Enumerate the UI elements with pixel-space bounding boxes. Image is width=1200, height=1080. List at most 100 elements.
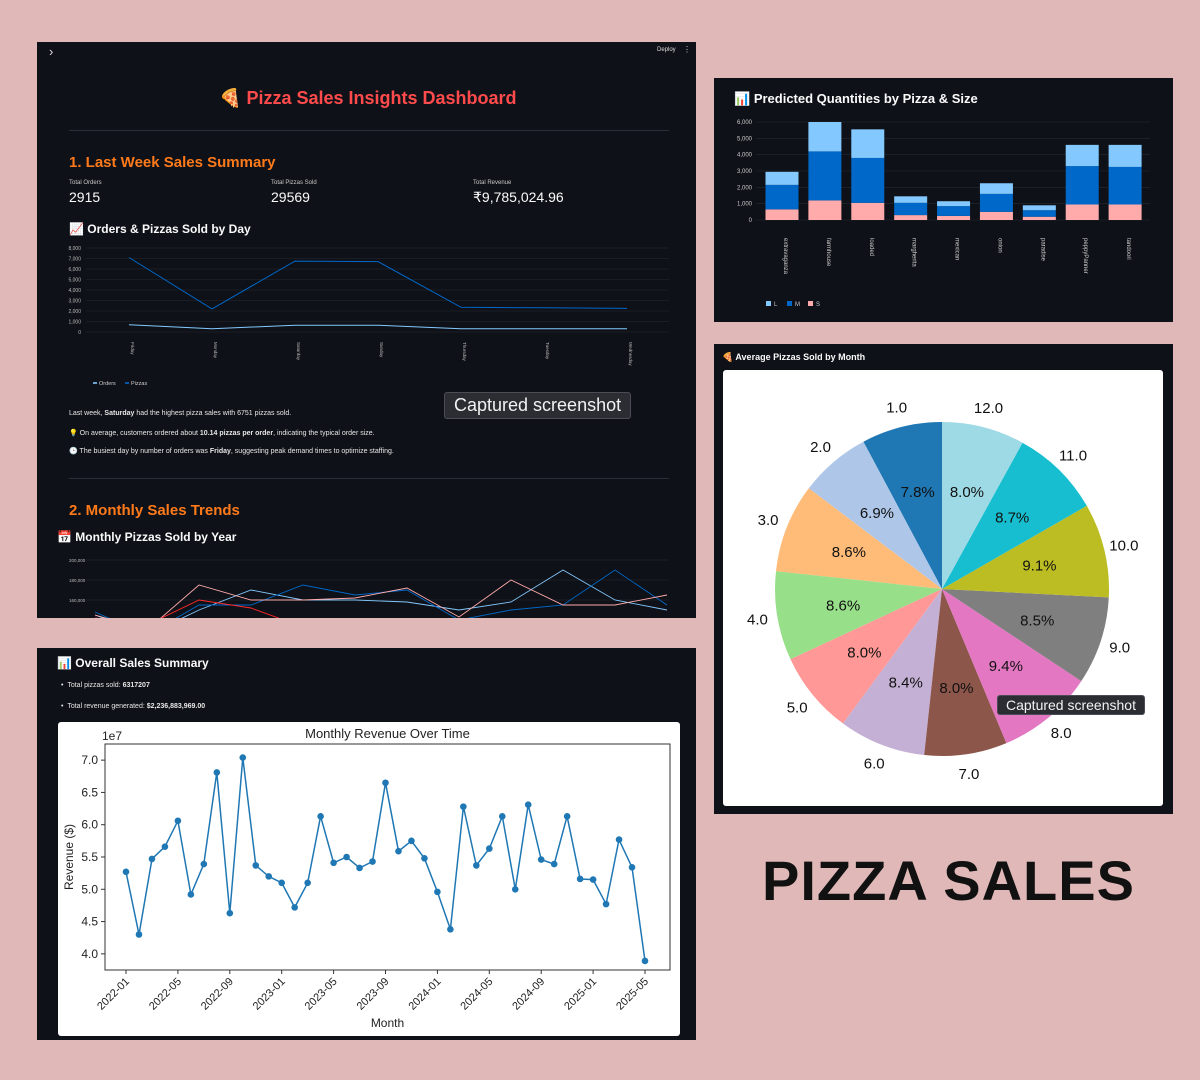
x-tick-label: 2024-01 [406, 976, 443, 1013]
revenue-point [537, 856, 545, 863]
pie-pct-label: 8.0% [939, 680, 973, 697]
bar-S [808, 200, 842, 220]
pie-month-label: 2.0 [810, 439, 831, 456]
y-axis-label: Revenue ($) [62, 824, 76, 890]
revenue-point [265, 873, 273, 880]
metric-label: Total Orders [69, 180, 102, 186]
sidebar-toggle-button[interactable]: › [49, 44, 54, 59]
bar-L [979, 183, 1013, 194]
x-tick-label: 2025-05 [614, 976, 651, 1013]
bar-L [937, 201, 971, 207]
x-tick-label: 2023-05 [303, 976, 340, 1013]
bar-M [894, 202, 928, 216]
bar-M [808, 151, 842, 201]
pie-pct-label: 8.6% [832, 544, 866, 561]
revenue-point [200, 860, 208, 868]
y-tick-label: 1,000 [737, 202, 753, 208]
page-title-text: Pizza Sales Insights Dashboard [246, 88, 517, 108]
bar-S [1108, 204, 1142, 220]
series-line-0 [94, 569, 668, 618]
revenue-point [278, 879, 285, 887]
bar-L [851, 129, 885, 158]
bar-M [1022, 210, 1056, 217]
summary-bullet-pizzas: • Total pizzas sold: 6317207 [61, 682, 150, 689]
revenue-point [187, 891, 195, 898]
y-tick-label: 6.5 [81, 785, 98, 799]
screenshot-caption: Captured screenshot [997, 695, 1145, 715]
y-tick-label: 3,000 [68, 299, 81, 305]
pie-pct-label: 8.5% [1020, 612, 1054, 629]
y-multiplier-label: 1e7 [102, 729, 122, 743]
predicted-stacked-bar-chart: 0 1,000 2,000 3,000 4,000 5,000 6,000 extravaga… [737, 120, 1150, 308]
pie-chart-frame: 7.8% 1.0 6.9% 2.0 8.6% 3.0 8.6% 4.0 8.0% 5.0 8.4% 6… [723, 370, 1163, 806]
x-tick-label: extravaganza [782, 238, 788, 275]
revenue-point [213, 769, 221, 776]
insight-line-1: Last week, Saturday had the highest pizz… [69, 410, 291, 417]
revenue-point [382, 779, 389, 787]
insight-text-post: , suggesting peak demand times to optimi… [230, 448, 394, 455]
revenue-point [408, 837, 415, 845]
legend-swatch [808, 301, 813, 306]
y-tick-label: 4,000 [68, 288, 81, 294]
revenue-point [498, 813, 506, 820]
y-tick-label: 4,000 [737, 153, 753, 159]
predicted-title-text: Predicted Quantities by Pizza & Size [753, 91, 978, 106]
pie-month-label: 7.0 [959, 766, 980, 783]
monthly-line-chart: 100,000120,000140,000160,000180,000200,0… [69, 558, 669, 618]
legend-label: L [774, 302, 778, 308]
predicted-chart-title: 📊 Predicted Quantities by Pizza & Size [734, 91, 978, 107]
revenue-point [628, 864, 636, 871]
pie-month-label: 3.0 [758, 512, 779, 529]
page-title: 🍕 Pizza Sales Insights Dashboard [219, 88, 517, 109]
x-tick-label: 2024-09 [510, 976, 547, 1013]
y-tick-label: 5.5 [81, 850, 98, 864]
insight-text-post: , indicating the typical order size. [273, 430, 375, 437]
revenue-line-chart: Monthly Revenue Over Time 1e7 4.0 4.5 5.0 5.5… [62, 726, 671, 1030]
pie-slice [942, 589, 1109, 682]
x-tick-label: Wednesday [628, 342, 633, 366]
y-tick-label: 6,000 [737, 120, 753, 126]
big-title: PIZZA SALES [762, 849, 1135, 912]
insight-text-post: had the highest pizza sales with 6751 pi… [134, 410, 292, 417]
overall-summary-panel: 📊 Overall Sales Summary • Total pizzas s… [37, 648, 696, 1040]
revenue-point [563, 813, 571, 820]
revenue-point [550, 860, 558, 868]
revenue-point [434, 888, 441, 896]
chart-title-text: Orders & Pizzas Sold by Day [87, 222, 251, 236]
pizza-icon: 🍕 [219, 88, 242, 108]
revenue-point [135, 931, 143, 938]
pie-slice [942, 442, 1087, 589]
bar-S [1022, 216, 1056, 220]
bar-S [937, 215, 971, 220]
bar-M [937, 206, 971, 216]
revenue-point [304, 879, 311, 887]
clock-icon: 🕒 [69, 448, 78, 455]
x-tick-label: 2023-09 [355, 976, 392, 1013]
screenshot-caption: Captured screenshot [444, 392, 632, 419]
pie-panel-title: 🍕 Average Pizzas Sold by Month [722, 352, 865, 363]
insight-text-bold: Saturday [104, 410, 135, 417]
bar-L [1108, 144, 1142, 167]
pizza-icon: 🍕 [722, 352, 734, 362]
bullet-value: $2,236,883,969.00 [146, 703, 206, 710]
y-tick-label: 0 [78, 330, 81, 336]
revenue-point [395, 847, 402, 855]
bar-L [1065, 144, 1099, 167]
insight-text-pre: Last week, [69, 410, 105, 417]
pie-pct-label: 8.7% [995, 509, 1029, 526]
chart-title-text: Monthly Pizzas Sold by Year [75, 530, 237, 544]
x-tick-label: Tuesday [545, 342, 550, 360]
series-line-orders [128, 324, 627, 330]
y-tick-label: 8,000 [68, 246, 81, 252]
insight-line-2: 💡 On average, customers ordered about 10… [69, 429, 375, 437]
x-tick-label: mexican [954, 238, 960, 260]
bar-M [851, 157, 885, 203]
pie-month-label: 12.0 [974, 400, 1003, 417]
x-tick-label: tandoori [1125, 238, 1131, 260]
deploy-button[interactable]: Deploy [657, 47, 676, 53]
bar-M [1065, 166, 1099, 205]
revenue-chart-frame: Monthly Revenue Over Time 1e7 4.0 4.5 5.0 5.5… [58, 722, 680, 1036]
bar-L [765, 171, 799, 185]
x-tick-label: 2022-01 [95, 976, 132, 1013]
main-menu-icon[interactable]: ⋮ [683, 45, 691, 54]
